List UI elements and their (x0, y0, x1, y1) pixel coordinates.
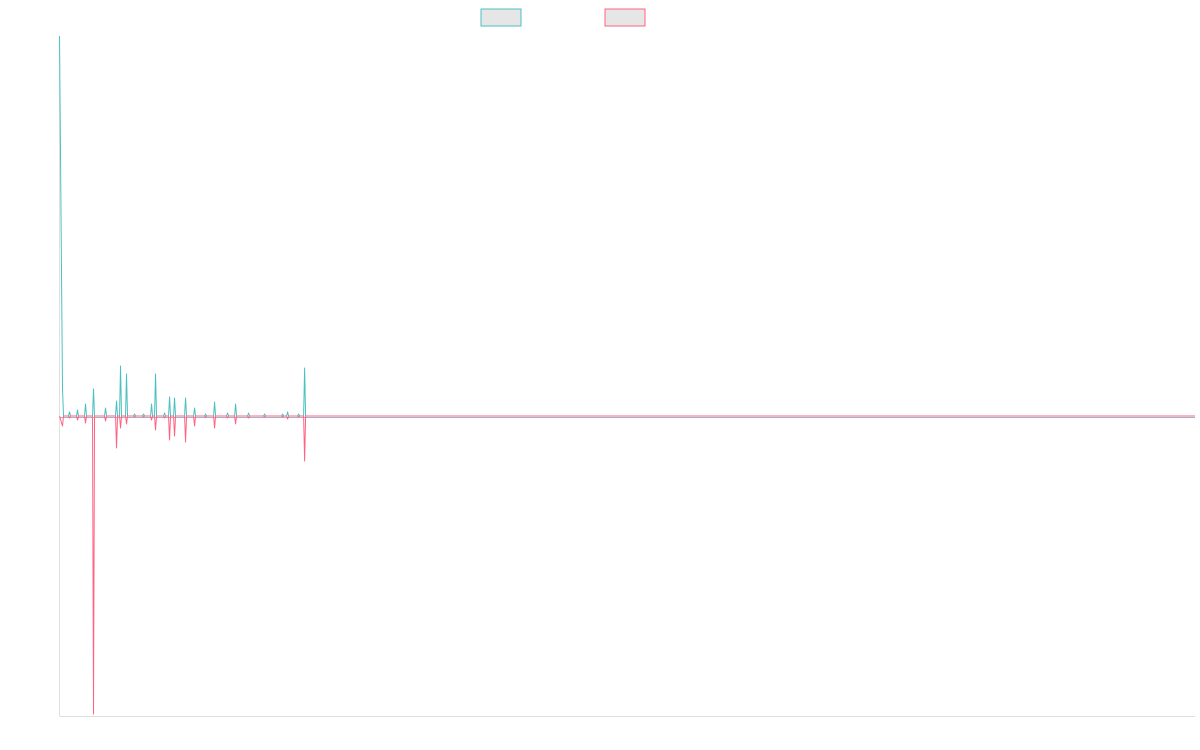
series-line-2 (59, 415, 1195, 715)
legend-swatch-series-1[interactable] (480, 8, 522, 27)
legend-swatch-series-2[interactable] (604, 8, 646, 27)
legend (480, 8, 646, 27)
series-layer (59, 35, 1195, 715)
series-line-1 (59, 35, 1195, 417)
